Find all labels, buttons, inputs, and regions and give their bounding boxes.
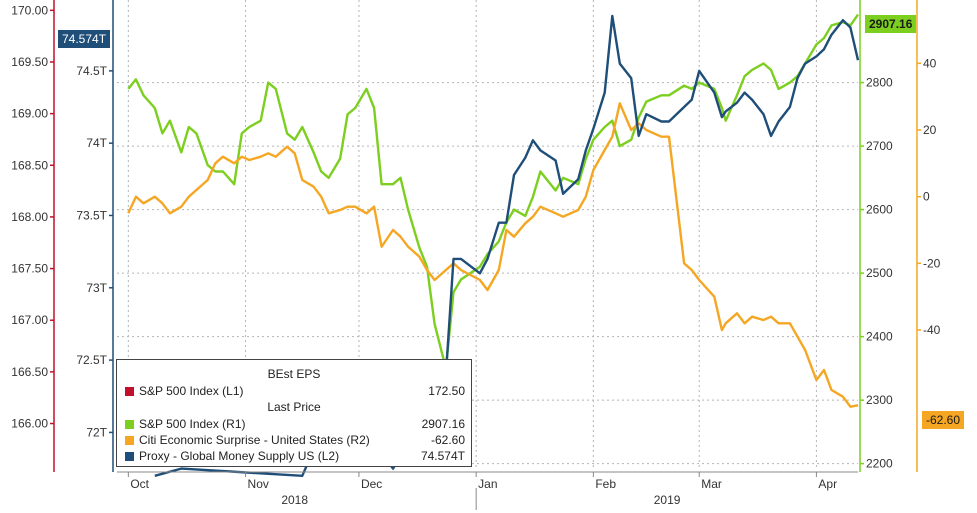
l1-tick-label: 166.50 [11,365,48,379]
legend-swatch [125,420,134,429]
r1-tick-label: 2300 [866,393,893,407]
legend-label: S&P 500 Index (L1) [139,384,244,398]
x-tick-label: Feb [595,477,616,491]
x-tick-label: Apr [818,477,837,491]
l1-tick-label: 168.00 [11,210,48,224]
r2-tick-label: 40 [923,56,937,70]
legend-swatch [125,436,134,445]
flag-spx: 2907.16 [865,15,917,33]
legend-item-spx: S&P 500 Index (R1) 2907.16 [125,417,465,432]
legend-swatch [125,387,134,396]
legend-value: 74.574T [420,449,465,463]
legend-label: S&P 500 Index (R1) [139,417,246,431]
flag-citi: -62.60 [922,411,965,429]
grid [117,0,858,470]
l2-tick-label: 73T [86,281,107,295]
legend-label: Proxy - Global Money Supply US (L2) [139,449,340,463]
l1-tick-label: 169.50 [11,55,48,69]
flag-money-supply: 74.574T [58,30,111,48]
r1-tick-label: 2700 [866,139,893,153]
x-tick-label: Nov [248,477,269,491]
x-tick-label: Jan [478,477,497,491]
year-label: 2018 [281,493,308,507]
r1-tick-label: 2400 [866,330,893,344]
legend-item-money-supply: Proxy - Global Money Supply US (L2) 74.5… [125,449,465,464]
legend-item-citi: Citi Economic Surprise - United States (… [125,433,465,448]
series-line-r1 [127,13,859,370]
x-tick-label: Dec [361,477,382,491]
year-label: 2019 [654,493,681,507]
series-line-l2 [154,14,860,477]
l1-tick-label: 167.50 [11,262,48,276]
l2-tick-label: 72T [86,425,107,439]
l2-tick-label: 72.5T [76,353,107,367]
l1-tick-label: 169.00 [11,107,48,121]
l1-tick-label: 170.00 [11,3,48,17]
legend: BEst EPS S&P 500 Index (L1) 172.50 Last … [116,359,472,467]
l2-tick-label: 73.5T [76,208,107,222]
r2-tick-label: 20 [923,123,937,137]
r1-tick-label: 2200 [866,457,893,471]
legend-value: 2907.16 [421,417,465,431]
r1-tick-label: 2600 [866,203,893,217]
legend-header-eps: BEst EPS [267,367,321,381]
legend-header-price: Last Price [267,400,321,414]
r1-tick-label: 2800 [866,76,893,90]
legend-swatch [125,452,134,461]
r2-tick-label: -20 [923,256,941,270]
x-axis: Oct Nov Dec Jan Feb Mar Apr 2018 2019 [117,471,858,510]
r1-tick-label: 2500 [866,266,893,280]
l2-tick-label: 74T [86,136,107,150]
r2-tick-label: -40 [923,323,941,337]
l1-tick-label: 167.00 [11,313,48,327]
legend-value: -62.60 [430,433,465,447]
axes: 170.00 169.50 169.00 168.50 168.00 167.50 167.… [11,0,941,472]
x-tick-label: Oct [130,477,149,491]
l1-tick-label: 168.50 [11,158,48,172]
r2-tick-label: 0 [923,190,930,204]
series-lines [127,13,860,477]
l2-tick-label: 74.5T [76,64,107,78]
legend-item-eps: S&P 500 Index (L1) 172.50 [125,384,465,399]
legend-label: Citi Economic Surprise - United States (… [139,433,370,447]
series-line-r2 [127,102,859,408]
x-tick-label: Mar [701,477,722,491]
legend-value: 172.50 [428,384,465,398]
l1-tick-label: 166.00 [11,417,48,431]
